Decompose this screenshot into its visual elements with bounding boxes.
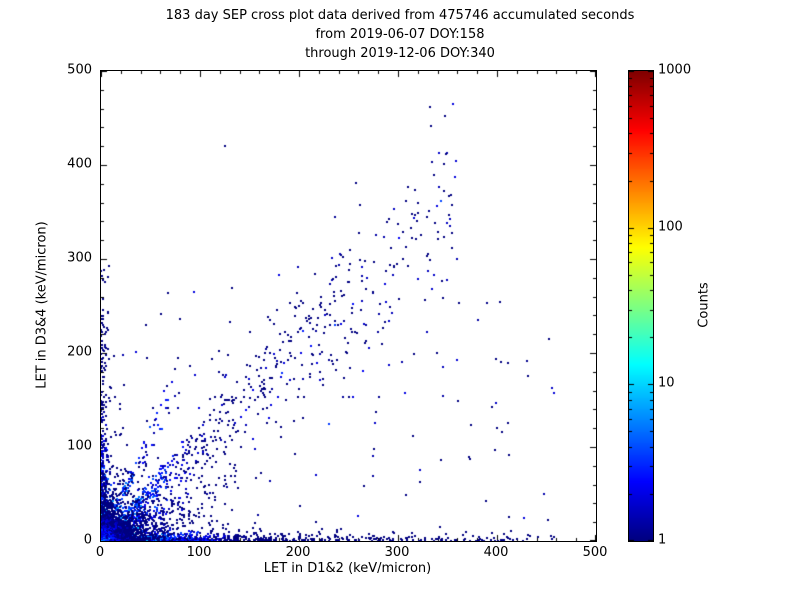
x-tick-label: 500 [582,545,608,560]
x-tick-label: 400 [483,545,509,560]
colorbar-tick-label: 10 [658,375,675,391]
chart-title: 183 day SEP cross plot data derived from… [0,6,800,63]
scatter-canvas [101,71,596,541]
plot-area [100,70,597,542]
colorbar-label: Counts [696,282,712,328]
y-tick-label: 100 [67,438,92,454]
title-line-1: 183 day SEP cross plot data derived from… [165,8,635,23]
x-tick-label: 0 [95,545,105,560]
y-tick-label: 500 [67,62,92,78]
y-tick-label: 200 [67,344,92,360]
y-axis-label: LET in D3&4 (keV/micron) [34,221,50,389]
x-tick-label: 100 [186,545,212,560]
x-axis-label: LET in D1&2 (keV/micron) [263,561,432,576]
y-tick-label: 300 [67,250,92,266]
title-line-2: from 2019-06-07 DOY:158 [315,27,485,42]
colorbar-tick-label: 1000 [658,62,692,78]
x-tick-label: 200 [285,545,311,560]
colorbar-tick-label: 1 [658,532,667,548]
title-line-3: through 2019-12-06 DOY:340 [305,46,495,61]
colorbar-tick-label: 100 [658,219,683,235]
colorbar-canvas [629,71,653,541]
y-tick-label: 400 [67,156,92,172]
colorbar [628,70,654,542]
y-tick-label: 0 [83,532,92,548]
x-tick-label: 300 [384,545,410,560]
